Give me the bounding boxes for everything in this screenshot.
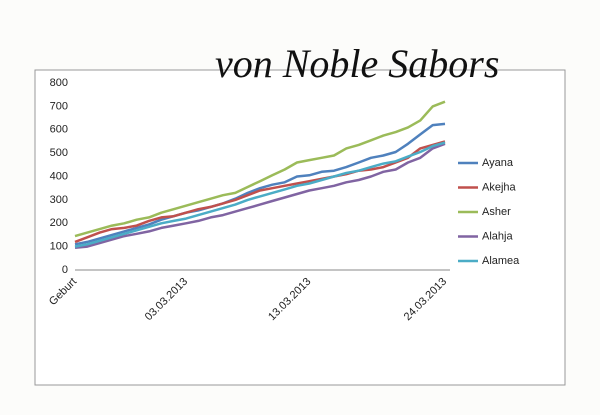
series-line: [74, 142, 446, 250]
legend-label: Alamea: [482, 255, 520, 267]
series-line: [74, 140, 446, 244]
series-line: [74, 122, 446, 246]
series-line: [74, 100, 446, 238]
legend-label: Ayana: [482, 157, 514, 169]
y-tick-label: 200: [50, 217, 68, 229]
y-tick-label: 400: [50, 170, 68, 182]
legend-label: Alahja: [482, 230, 513, 242]
legend-label: Akejha: [482, 181, 517, 193]
legend-label: Asher: [482, 206, 511, 218]
y-tick-label: 0: [62, 264, 68, 276]
y-tick-label: 600: [50, 124, 68, 136]
y-tick-label: 800: [50, 77, 68, 89]
y-tick-label: 700: [50, 100, 68, 112]
y-tick-label: 500: [50, 147, 68, 159]
annotation: von Noble Sabors: [215, 41, 499, 86]
chart-frame: [34, 69, 566, 386]
y-tick-label: 300: [50, 194, 68, 206]
y-tick-label: 100: [50, 241, 68, 253]
series-line: [74, 141, 446, 248]
